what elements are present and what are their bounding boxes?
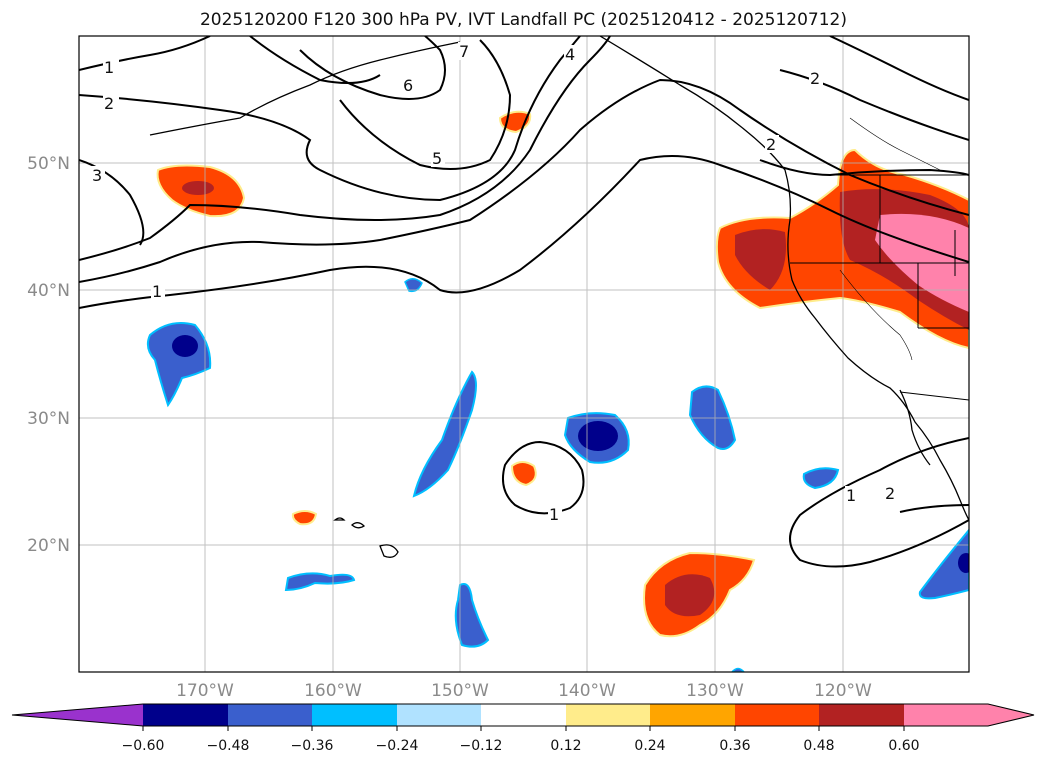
pv-contour-label: 2 — [104, 94, 114, 113]
pv-contour-label: 1 — [104, 58, 114, 77]
lon-label: 170°W — [176, 681, 234, 701]
pv-contour-label: 1 — [846, 486, 856, 505]
map-frame — [78, 35, 970, 673]
lat-label: 20°N — [27, 536, 70, 556]
colorbar-left-extension — [12, 704, 143, 726]
pv-contour-label: 2 — [810, 69, 820, 88]
colorbar-segment — [735, 704, 819, 726]
negative-anomaly-shading — [146, 278, 969, 672]
colorbar-segment — [397, 704, 481, 726]
lat-label: 30°N — [27, 409, 70, 429]
pv-contour-label: 2 — [766, 135, 776, 154]
colorbar-tick: −0.48 — [207, 738, 250, 754]
lon-label: 140°W — [558, 681, 616, 701]
colorbar-segment — [650, 704, 735, 726]
colorbar-tick: 0.60 — [888, 738, 919, 754]
colorbar-segment — [481, 704, 566, 726]
lon-label: 130°W — [686, 681, 744, 701]
lon-label: 150°W — [431, 681, 489, 701]
colorbar-segment — [819, 704, 904, 726]
pv-contour-label: 1 — [549, 505, 559, 524]
lon-label: 160°W — [304, 681, 362, 701]
colorbar-tick: −0.36 — [291, 738, 334, 754]
pv-contours — [79, 36, 969, 568]
colorbar-segment — [312, 704, 397, 726]
coastlines — [149, 36, 969, 558]
pv-contour-label: 3 — [92, 166, 102, 185]
borders — [790, 117, 969, 401]
colorbar-tick: 0.12 — [550, 738, 581, 754]
colorbar-right-extension — [904, 704, 1034, 726]
colorbar-tick: −0.24 — [376, 738, 419, 754]
gridlines — [79, 36, 969, 672]
lat-label: 40°N — [27, 281, 70, 301]
pv-contour-label: 5 — [432, 149, 442, 168]
colorbar-segment — [143, 704, 228, 726]
map-title: 2025120200 F120 300 hPa PV, IVT Landfall… — [199, 10, 847, 30]
longitude-labels: 170°W 160°W 150°W 140°W 130°W 120°W — [176, 681, 872, 701]
colorbar-tick: −0.12 — [460, 738, 503, 754]
latitude-labels: 50°N 40°N 30°N 20°N — [27, 154, 70, 556]
pv-contour-label: 6 — [403, 76, 413, 95]
pv-contour-label: 2 — [885, 484, 895, 503]
colorbar-tick: 0.36 — [719, 738, 750, 754]
colorbar-tick: 0.48 — [803, 738, 834, 754]
colorbar-tick: 0.24 — [634, 738, 665, 754]
pv-contour-label: 7 — [459, 42, 469, 61]
map-plot-area: 1 2 3 1 7 6 5 4 2 2 1 1 2 — [79, 36, 969, 672]
colorbar-segment — [566, 704, 650, 726]
colorbar: −0.60 −0.48 −0.36 −0.24 −0.12 0.12 0.24 … — [11, 703, 1035, 754]
pv-contour-label-group: 1 2 3 1 7 6 5 4 2 2 1 1 2 — [91, 42, 898, 524]
colorbar-segment — [228, 704, 312, 726]
lat-label: 50°N — [27, 154, 70, 174]
colorbar-tick: −0.60 — [122, 738, 165, 754]
pv-contour-label: 4 — [565, 45, 575, 64]
pv-contour-label: 1 — [152, 282, 162, 301]
lon-label: 120°W — [814, 681, 872, 701]
